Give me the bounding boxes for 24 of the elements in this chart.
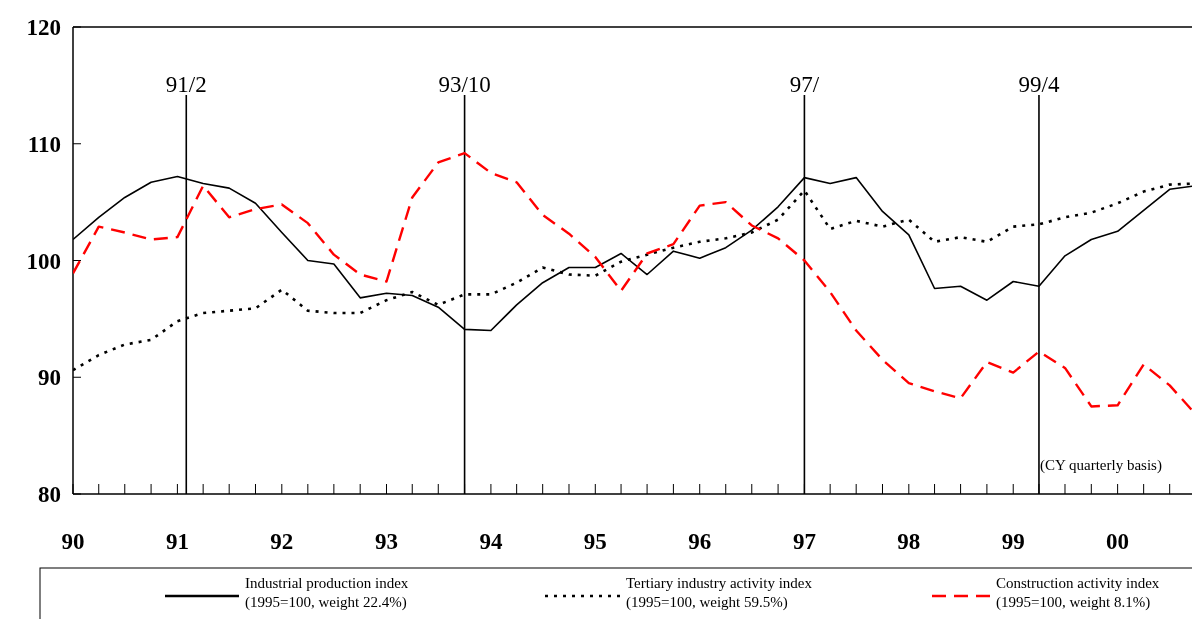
legend-label: Industrial production index (1995=100, weight 22.4%) <box>245 575 409 611</box>
y-tick-label: 120 <box>26 15 61 41</box>
x-tick-label: 93 <box>375 529 398 554</box>
x-tick-label: 91 <box>165 529 189 554</box>
x-tick-label: 97 <box>792 529 816 554</box>
y-tick-label: 80 <box>38 482 61 508</box>
x-tick-label: 96 <box>688 529 712 554</box>
x-tick-label: 92 <box>270 529 294 554</box>
ref-line-label: 91/2 <box>165 72 207 97</box>
ref-line-label: 99/4 <box>1018 72 1060 97</box>
y-tick-label: 90 <box>38 365 61 391</box>
x-tick-label: 00 <box>1106 529 1130 554</box>
legend-label: Construction activity index (1995=100, weight 8.1%) <box>996 575 1160 611</box>
x-tick-label: 99 <box>1001 529 1025 554</box>
x-tick-label: 98 <box>897 529 921 554</box>
x-tick-label: 95 <box>583 529 607 554</box>
ref-line-label: 93/10 <box>438 72 491 97</box>
y-tick-label: 100 <box>26 248 61 274</box>
annotation: (CY quarterly basis) <box>1040 457 1162 474</box>
y-tick-label: 110 <box>27 131 61 157</box>
legend-label: Tertiary industry activity index (1995=100, weight 59.5%) <box>626 575 813 611</box>
x-tick-label: 94 <box>479 529 503 554</box>
ref-line-label: 97/ <box>789 72 820 97</box>
x-tick-label: 90 <box>61 529 85 554</box>
